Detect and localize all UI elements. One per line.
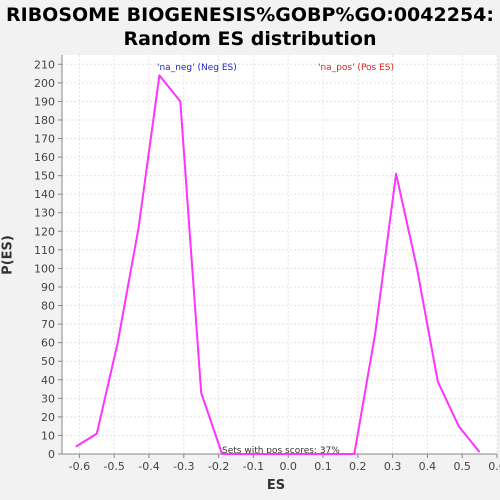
x-tick-label: -0.2 xyxy=(208,460,229,473)
y-tick-label: 140 xyxy=(34,188,55,201)
y-tick-label: 130 xyxy=(34,207,55,220)
y-tick-label: 120 xyxy=(34,225,55,238)
y-tick-label: 40 xyxy=(41,374,55,387)
neg-es-label: 'na_neg' (Neg ES) xyxy=(157,63,237,73)
x-tick-label: 0.0 xyxy=(279,460,297,473)
y-tick-label: 210 xyxy=(34,58,55,71)
pos-score-sets-label: Sets with pos scores: 37% xyxy=(222,446,340,456)
x-axis-label: ES xyxy=(266,478,286,493)
y-tick-label: 50 xyxy=(41,355,55,368)
y-tick-label: 190 xyxy=(34,95,55,108)
x-tick-label: 0.1 xyxy=(314,460,332,473)
y-tick-label: 170 xyxy=(34,133,55,146)
x-tick-label: -0.1 xyxy=(243,460,264,473)
es-distribution-line xyxy=(75,74,481,455)
y-tick-label: 180 xyxy=(34,114,55,127)
chart-title-line1: RIBOSOME BIOGENESIS%GOBP%GO:0042254: xyxy=(6,4,494,26)
x-tick-label: -0.6 xyxy=(69,460,90,473)
y-tick-label: 10 xyxy=(41,429,55,442)
y-tick-label: 100 xyxy=(34,262,55,275)
y-tick-label: 160 xyxy=(34,151,55,164)
x-tick-label: -0.3 xyxy=(173,460,194,473)
y-tick-label: 60 xyxy=(41,337,55,350)
x-tick-label: 0.4 xyxy=(419,460,437,473)
y-tick-label: 110 xyxy=(34,244,55,257)
x-tick-label: 0.2 xyxy=(349,460,367,473)
plot-area xyxy=(62,55,497,454)
chart-title-line2: Random ES distribution xyxy=(123,28,377,50)
pos-es-label: 'na_pos' (Pos ES) xyxy=(318,63,394,73)
x-tick-label: -0.4 xyxy=(138,460,159,473)
y-tick-label: 70 xyxy=(41,318,55,331)
x-tick-label: 0.6 xyxy=(488,460,500,473)
y-tick-label: 90 xyxy=(41,281,55,294)
y-tick-label: 80 xyxy=(41,300,55,313)
y-axis-label: P(ES) xyxy=(0,235,16,275)
y-tick-label: 150 xyxy=(34,170,55,183)
x-tick-label: 0.5 xyxy=(453,460,471,473)
y-tick-label: 30 xyxy=(41,392,55,405)
x-tick-label: -0.5 xyxy=(103,460,124,473)
x-tick-label: 0.3 xyxy=(384,460,402,473)
y-tick-label: 20 xyxy=(41,411,55,424)
y-tick-label: 200 xyxy=(34,77,55,90)
y-tick-label: 0 xyxy=(48,448,55,461)
